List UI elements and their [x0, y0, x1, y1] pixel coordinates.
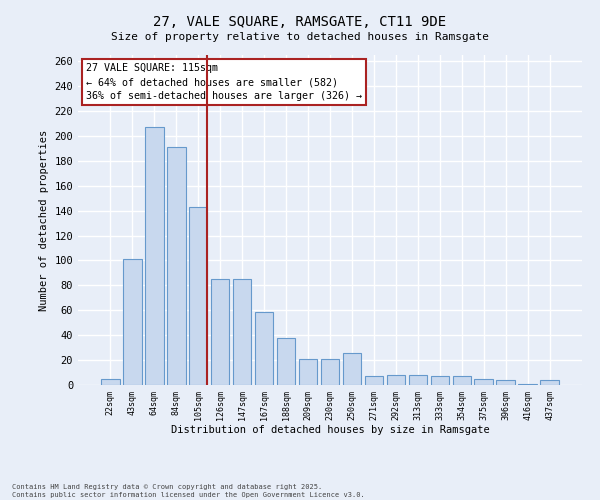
X-axis label: Distribution of detached houses by size in Ramsgate: Distribution of detached houses by size … — [170, 426, 490, 436]
Text: 27, VALE SQUARE, RAMSGATE, CT11 9DE: 27, VALE SQUARE, RAMSGATE, CT11 9DE — [154, 15, 446, 29]
Bar — [386, 375, 405, 385]
Text: 27 VALE SQUARE: 115sqm
← 64% of detached houses are smaller (582)
36% of semi-de: 27 VALE SQUARE: 115sqm ← 64% of detached… — [86, 63, 362, 101]
Text: Contains HM Land Registry data © Crown copyright and database right 2025.
Contai: Contains HM Land Registry data © Crown c… — [12, 484, 365, 498]
Bar — [541, 380, 559, 385]
Bar — [101, 379, 119, 385]
Bar — [255, 312, 274, 385]
Bar — [343, 352, 361, 385]
Bar — [189, 207, 208, 385]
Bar — [123, 259, 142, 385]
Bar — [167, 147, 185, 385]
Bar — [365, 376, 383, 385]
Bar — [431, 376, 449, 385]
Bar — [409, 375, 427, 385]
Bar — [299, 359, 317, 385]
Bar — [233, 279, 251, 385]
Bar — [496, 380, 515, 385]
Bar — [475, 379, 493, 385]
Bar — [320, 359, 340, 385]
Bar — [277, 338, 295, 385]
Y-axis label: Number of detached properties: Number of detached properties — [39, 130, 49, 310]
Bar — [211, 279, 229, 385]
Bar — [518, 384, 537, 385]
Text: Size of property relative to detached houses in Ramsgate: Size of property relative to detached ho… — [111, 32, 489, 42]
Bar — [452, 376, 471, 385]
Bar — [145, 127, 164, 385]
